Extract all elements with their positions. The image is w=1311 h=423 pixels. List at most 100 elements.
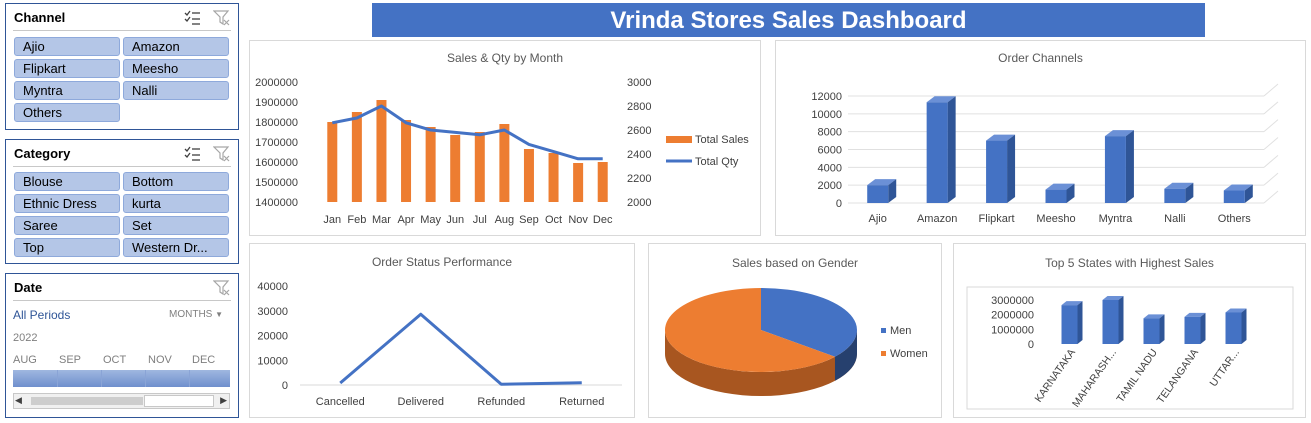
- sales-bar: [548, 153, 559, 202]
- slicer-item-bottom[interactable]: Bottom: [123, 172, 229, 191]
- x-tick-label: Returned: [559, 396, 604, 408]
- y-tick-label: 1900000: [255, 97, 298, 109]
- bar-side: [1125, 130, 1134, 203]
- month-label: AUG: [13, 354, 37, 366]
- pie-side-women: [665, 330, 857, 396]
- channel-bar: [1223, 190, 1245, 203]
- month-label: SEP: [59, 354, 82, 366]
- scroll-right-icon[interactable]: ▶: [220, 395, 227, 405]
- y2-tick-label: 2000: [627, 197, 651, 209]
- sales-qty-chart-panel: Sales & Qty by Month 2000000 1900000 18000…: [249, 40, 761, 236]
- state-bar: [1102, 300, 1119, 344]
- bar-side: [1007, 134, 1016, 203]
- bar-top: [1143, 314, 1165, 319]
- scrollbar-thumb[interactable]: [31, 397, 143, 405]
- time-level-dropdown[interactable]: MONTHS ▼: [169, 309, 223, 320]
- x-tick-label: Sep: [519, 214, 539, 226]
- order-status-line: [339, 312, 582, 386]
- slicer-item-amazon[interactable]: Amazon: [123, 37, 229, 56]
- x-tick-label: Apr: [397, 214, 414, 226]
- x-tick-label: Jan: [323, 214, 341, 226]
- y-tick-label: 3000000: [991, 295, 1034, 307]
- legend-swatch-sales: [666, 136, 692, 143]
- x-tick-label: Jun: [446, 214, 464, 226]
- y-tick-label: 1600000: [255, 157, 298, 169]
- y-tick-label: 2000: [818, 180, 842, 192]
- y2-tick-label: 2800: [627, 101, 651, 113]
- sales-bar: [573, 163, 584, 202]
- y-tick-label: 10000: [257, 355, 288, 367]
- timeline-bar[interactable]: [13, 370, 230, 387]
- y-tick-label: 10000: [811, 109, 842, 121]
- slicer-item-kurta[interactable]: kurta: [123, 194, 229, 213]
- y2-tick-label: 2400: [627, 149, 651, 161]
- slicer-item-western-dress[interactable]: Western Dr...: [123, 238, 229, 257]
- order-status-chart-panel: Order Status Performance 40000 30000 20000…: [249, 243, 635, 418]
- x-tick-label: Cancelled: [316, 396, 365, 408]
- scroll-left-icon[interactable]: ◀: [15, 395, 22, 405]
- bar-side: [1066, 183, 1075, 203]
- grid-line: [1263, 172, 1279, 186]
- y-tick-label: 1700000: [255, 137, 298, 149]
- slicer-item-blouse[interactable]: Blouse: [14, 172, 120, 191]
- slicer-item-top[interactable]: Top: [14, 238, 120, 257]
- bar-top: [1104, 130, 1134, 137]
- grid-line: [1263, 190, 1279, 204]
- channel-bar: [1045, 189, 1067, 203]
- multi-select-icon[interactable]: [183, 145, 201, 163]
- slicer-item-flipkart[interactable]: Flipkart: [14, 59, 120, 78]
- chart-title: Order Status Performance: [371, 255, 513, 269]
- x-tick-label: Dec: [593, 214, 613, 226]
- bar-side: [1244, 184, 1253, 203]
- month-labels: AUG SEP OCT NOV DEC: [13, 354, 233, 368]
- slicer-item-others[interactable]: Others: [14, 103, 120, 122]
- y-tick-label: 30000: [257, 306, 288, 318]
- bar-top: [1164, 182, 1194, 189]
- chart-title: Sales & Qty by Month: [446, 51, 564, 65]
- sales-bar: [425, 127, 436, 202]
- legend-label-qty: Total Qty: [695, 156, 739, 168]
- dashboard-title: Vrinda Stores Sales Dashboard: [372, 3, 1205, 37]
- grid-line: [1263, 83, 1279, 97]
- x-tick-label: Ajio: [869, 213, 887, 225]
- slicer-item-saree[interactable]: Saree: [14, 216, 120, 235]
- clear-filter-icon[interactable]: [213, 279, 231, 297]
- y-tick-label: 0: [282, 380, 288, 392]
- bar-side: [1200, 312, 1206, 344]
- slicer-item-ethnic-dress[interactable]: Ethnic Dress: [14, 194, 120, 213]
- y2-tick-label: 3000: [627, 77, 651, 89]
- bar-side: [888, 179, 897, 203]
- slicer-item-ajio[interactable]: Ajio: [14, 37, 120, 56]
- date-slicer-header: Date: [13, 274, 231, 301]
- date-slicer-title: Date: [14, 280, 43, 295]
- x-tick-label: Flipkart: [979, 213, 1015, 225]
- y-tick-label: 12000: [811, 91, 842, 103]
- channel-bar: [926, 102, 948, 203]
- x-tick-label: Nov: [568, 214, 588, 226]
- y-tick-label: 2000000: [255, 77, 298, 89]
- clear-filter-icon[interactable]: [213, 145, 231, 163]
- timeline-scrollbar[interactable]: ◀ ▶: [13, 393, 230, 409]
- slicer-item-myntra[interactable]: Myntra: [14, 81, 120, 100]
- top-states-chart: 3000000200000010000000KARNATAKAMAHARASH.…: [966, 286, 1294, 410]
- bar-top: [1045, 183, 1075, 190]
- gender-sales-chart: Men Women: [665, 288, 928, 396]
- pie-side-men: [834, 330, 857, 381]
- category-slicer: Category Blouse Bottom Ethnic Dress kurt…: [5, 139, 239, 264]
- slicer-item-meesho[interactable]: Meesho: [123, 59, 229, 78]
- clear-filter-icon[interactable]: [213, 9, 231, 27]
- legend-label: Women: [890, 348, 928, 360]
- month-label: DEC: [192, 354, 216, 366]
- bar-side: [1241, 308, 1247, 344]
- chart-title: Sales based on Gender: [731, 256, 859, 270]
- x-tick-label: Delivered: [398, 396, 444, 408]
- channel-bar: [986, 140, 1008, 203]
- multi-select-icon[interactable]: [183, 9, 201, 27]
- slicer-item-nalli[interactable]: Nalli: [123, 81, 229, 100]
- chart-title: Top 5 States with Highest Sales: [1045, 256, 1214, 270]
- scrollbar-track-box: [144, 395, 214, 407]
- bar-side: [1185, 182, 1194, 203]
- slicer-item-set[interactable]: Set: [123, 216, 229, 235]
- sales-bar: [523, 149, 534, 202]
- grid-line: [1263, 101, 1279, 115]
